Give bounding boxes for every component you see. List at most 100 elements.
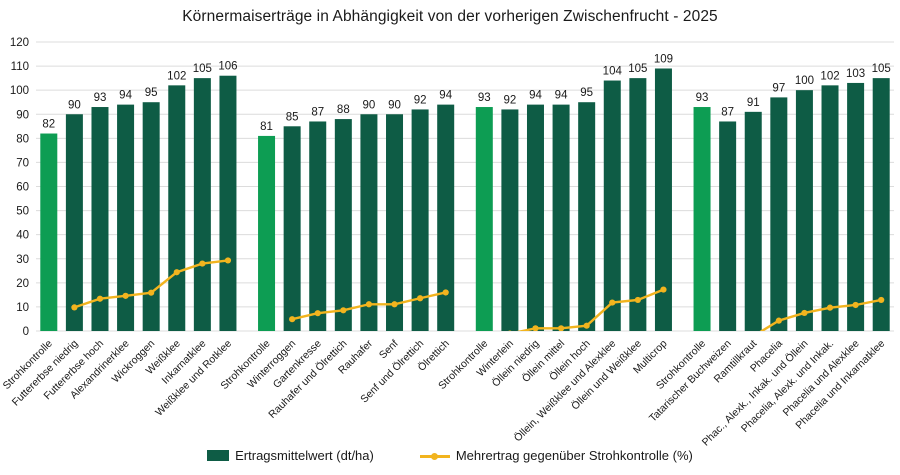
bar-3-2 xyxy=(501,109,519,331)
line-marker xyxy=(199,260,206,267)
bar-series-swatch xyxy=(207,450,230,461)
y-tick-label: 0 xyxy=(23,326,29,338)
chart-legend: Ertragsmittelwert (dt/ha) Mehrertrag geg… xyxy=(0,448,900,463)
bar-2-2 xyxy=(283,126,301,332)
bar-value-label: 85 xyxy=(286,111,299,123)
bar-1-5 xyxy=(142,102,160,331)
bar-value-label: 94 xyxy=(555,90,568,102)
line-marker xyxy=(878,296,885,304)
line-series-label: Mehrertrag gegenüber Strohkontrolle (%) xyxy=(455,448,693,463)
bar-value-label: 91 xyxy=(747,97,760,109)
y-tick-label: 80 xyxy=(16,133,29,145)
bar-2-8 xyxy=(437,104,455,331)
bar-value-label: 97 xyxy=(772,82,785,94)
bar-2-6 xyxy=(386,114,404,331)
bar-3-8 xyxy=(654,68,672,331)
bar-4-8 xyxy=(872,78,890,331)
bar-value-label: 94 xyxy=(529,90,542,102)
chart-title: Körnermaiserträge in Abhängigkeit von de… xyxy=(182,8,718,25)
line-marker xyxy=(148,289,155,296)
bar-1-3 xyxy=(91,107,109,332)
bar-4-4 xyxy=(770,97,788,332)
bar-value-label: 82 xyxy=(42,119,55,131)
bar-1-2 xyxy=(65,114,83,331)
bar-4-7 xyxy=(847,82,865,331)
line-swatch-marker-icon xyxy=(431,452,439,460)
line-marker xyxy=(775,317,782,324)
y-tick-label: 70 xyxy=(16,157,29,169)
bar-1-6 xyxy=(168,85,186,331)
y-tick-label: 40 xyxy=(16,230,29,242)
bar-2-1 xyxy=(258,135,276,331)
bar-value-label: 100 xyxy=(795,75,814,87)
bar-4-1 xyxy=(693,107,711,332)
bar-3-4 xyxy=(552,104,570,331)
y-tick-label: 100 xyxy=(10,85,29,97)
bar-3-6 xyxy=(603,80,621,332)
bar-2-4 xyxy=(334,119,352,331)
bar-2-3 xyxy=(309,121,327,331)
bar-value-label: 95 xyxy=(580,87,593,99)
line-marker xyxy=(391,301,398,308)
bar-value-label: 94 xyxy=(119,90,132,102)
line-series-swatch xyxy=(419,450,450,461)
bar-value-label: 92 xyxy=(414,94,427,106)
bar-2-5 xyxy=(360,114,378,331)
bar-value-label: 90 xyxy=(388,99,401,111)
line-marker xyxy=(557,325,565,331)
bar-value-label: 94 xyxy=(439,90,452,102)
bar-3-5 xyxy=(578,102,596,331)
bar-value-label: 106 xyxy=(218,61,237,73)
y-tick-label: 30 xyxy=(16,254,29,266)
bar-value-label: 102 xyxy=(167,70,186,82)
bar-3-3 xyxy=(526,104,544,331)
line-marker xyxy=(173,269,180,276)
line-marker xyxy=(314,310,321,317)
line-marker xyxy=(224,257,232,264)
bar-4-2 xyxy=(719,121,737,331)
line-marker xyxy=(289,316,296,323)
bar-3-1 xyxy=(475,107,493,332)
y-tick-label: 10 xyxy=(16,302,29,314)
bar-value-label: 87 xyxy=(311,106,324,118)
line-marker xyxy=(826,304,834,311)
y-tick-label: 60 xyxy=(16,182,29,194)
bar-value-label: 90 xyxy=(68,99,81,111)
bar-value-label: 95 xyxy=(145,87,158,99)
line-marker xyxy=(532,325,539,331)
bar-value-label: 103 xyxy=(846,68,865,80)
y-tick-label: 110 xyxy=(11,61,29,73)
legend-item-line: Mehrertrag gegenüber Strohkontrolle (%) xyxy=(419,448,693,463)
bar-value-label: 104 xyxy=(603,66,623,78)
line-marker xyxy=(96,295,104,302)
line-marker xyxy=(634,296,641,304)
bar-value-label: 93 xyxy=(478,92,491,104)
bar-1-7 xyxy=(193,78,211,331)
bar-value-label: 105 xyxy=(872,63,891,75)
line-marker xyxy=(417,295,424,302)
bar-1-4 xyxy=(117,104,135,331)
y-tick-label: 50 xyxy=(16,206,29,218)
line-marker xyxy=(508,330,512,331)
line-marker xyxy=(660,286,667,293)
bar-3-7 xyxy=(629,78,647,331)
bar-value-label: 90 xyxy=(363,99,376,111)
bar-4-6 xyxy=(821,85,839,331)
legend-item-bars: Ertragsmittelwert (dt/ha) xyxy=(207,448,374,463)
line-marker xyxy=(71,304,78,311)
line-marker xyxy=(583,322,590,329)
line-marker xyxy=(801,309,808,317)
bar-4-5 xyxy=(795,90,813,332)
bar-value-label: 93 xyxy=(696,92,709,104)
bar-value-label: 105 xyxy=(628,63,647,75)
bar-value-label: 109 xyxy=(654,53,673,65)
bar-1-1 xyxy=(40,133,58,331)
line-marker xyxy=(122,292,129,299)
y-tick-label: 90 xyxy=(16,109,29,121)
line-marker xyxy=(609,299,616,306)
bar-value-label: 105 xyxy=(193,63,212,75)
y-tick-label: 20 xyxy=(16,278,29,290)
line-marker xyxy=(852,301,859,309)
bar-value-label: 88 xyxy=(337,104,350,116)
